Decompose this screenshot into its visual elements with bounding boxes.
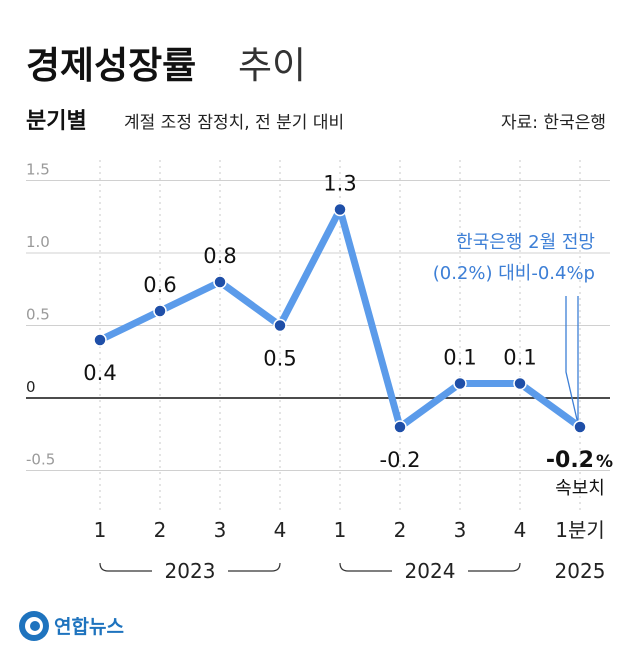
x-tick-label: 2	[394, 518, 407, 542]
data-point	[93, 333, 107, 347]
x-tick-label: 2	[154, 518, 167, 542]
title-light: 추이	[238, 44, 306, 87]
x-tick-label: 3	[454, 518, 467, 542]
year-label: 2023	[165, 559, 216, 583]
x-tick-label: 1	[94, 518, 107, 542]
x-tick-label: 4	[514, 518, 527, 542]
title-bold: 경제성장률	[26, 44, 196, 87]
data-label: 0.1	[443, 346, 476, 370]
year-bracket	[228, 562, 281, 572]
last-data-label: -0.2	[546, 448, 594, 473]
data-label: 0.1	[503, 346, 536, 370]
subtitle-bold: 분기별	[26, 109, 87, 134]
subtitle: 계절 조정 잠정치, 전 분기 대비	[124, 113, 344, 133]
annotation-line1: 한국은행 2월 전망	[456, 232, 595, 253]
series	[93, 202, 587, 434]
last-data-note: 속보치	[555, 478, 605, 499]
annotation-leader	[565, 296, 579, 425]
x-tick-label: 3	[214, 518, 227, 542]
x-tick-label: 1분기	[555, 518, 605, 542]
y-tick-label: -0.5	[26, 451, 55, 469]
data-point	[273, 318, 287, 333]
data-point	[213, 275, 227, 289]
data-point	[513, 376, 527, 391]
annotation-callout: 한국은행 2월 전망 (0.2%) 대비-0.4%p	[433, 232, 595, 425]
y-tick-label: 1.5	[26, 161, 50, 179]
data-label: 0.5	[263, 347, 296, 371]
data-point	[453, 376, 467, 391]
y-tick-label: 0.5	[26, 306, 50, 324]
source-text: 자료: 한국은행	[501, 113, 606, 133]
y-axis-ticks: 1.5 1.0 0.5 0 -0.5	[26, 161, 55, 469]
brand-name: 연합뉴스	[54, 616, 124, 638]
data-label: 0.4	[83, 361, 116, 385]
y-tick-label: 1.0	[26, 233, 50, 251]
year-label: 2024	[405, 559, 456, 583]
y-tick-label: 0	[26, 378, 36, 396]
value-labels: 0.4 0.6 0.8 0.5 1.3 -0.2 0.1 0.1 -0.2 % 속보치	[83, 172, 613, 500]
data-label: -0.2	[380, 448, 421, 472]
data-label: 1.3	[323, 172, 356, 196]
year-bracket	[99, 562, 152, 572]
last-data-unit: %	[596, 452, 613, 472]
x-axis: 1 2 3 4 1 2 3 4 1분기 2023 2024 2025	[94, 518, 606, 583]
data-point	[153, 304, 167, 318]
year-bracket	[468, 562, 521, 572]
brand-logo: 연합뉴스	[19, 611, 124, 641]
data-label: 0.8	[203, 244, 236, 268]
year-label: 2025	[555, 559, 606, 583]
year-bracket	[339, 562, 392, 572]
brand-emblem-icon	[19, 611, 49, 641]
data-point	[573, 420, 587, 434]
x-tick-label: 1	[334, 518, 347, 542]
x-tick-label: 4	[274, 518, 287, 542]
data-point	[393, 420, 407, 434]
annotation-line2: (0.2%) 대비-0.4%p	[433, 263, 595, 284]
data-point	[333, 202, 347, 217]
data-label: 0.6	[143, 273, 176, 297]
